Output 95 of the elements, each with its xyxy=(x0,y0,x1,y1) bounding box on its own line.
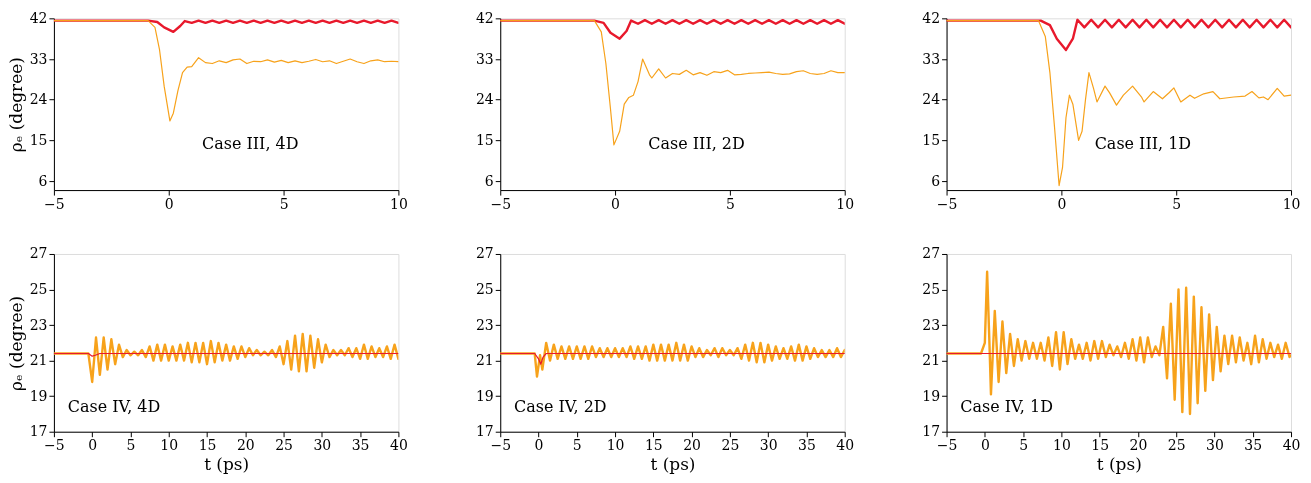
y-tick-label: 6 xyxy=(931,172,941,189)
y-tick-label: 27 xyxy=(29,245,48,262)
x-tick-label: 0 xyxy=(980,437,990,454)
x-tick-label: −5 xyxy=(936,437,958,454)
x-tick-label: 5 xyxy=(725,195,735,212)
line-series xyxy=(53,19,399,34)
y-tick-label: 25 xyxy=(475,281,494,298)
line-series xyxy=(946,19,1292,187)
x-tick-label: 0 xyxy=(1057,195,1067,212)
line-series xyxy=(500,352,845,365)
x-tick-label: 10 xyxy=(836,195,855,212)
y-axis-title: ρₑ (degree) xyxy=(5,57,26,153)
y-tick-label: 24 xyxy=(475,91,494,108)
annotation: Case IV, 2D xyxy=(514,396,607,416)
x-tick-label: 5 xyxy=(126,437,136,454)
x-tick-label: −5 xyxy=(490,195,512,212)
x-tick-label: 0 xyxy=(534,437,544,454)
x-tick-label: 15 xyxy=(1091,437,1110,454)
x-tick-label: 15 xyxy=(198,437,217,454)
x-axis-title: t (ps) xyxy=(1096,454,1142,475)
y-tick-label: 33 xyxy=(29,50,48,67)
y-tick-label: 24 xyxy=(29,91,48,108)
annotation: Case III, 2D xyxy=(648,133,745,153)
line-series xyxy=(946,18,1292,52)
x-tick-label: 5 xyxy=(572,437,582,454)
y-tick-label: 33 xyxy=(922,50,941,67)
y-tick-label: 25 xyxy=(29,281,48,298)
line-series xyxy=(53,19,399,122)
y-tick-label: 27 xyxy=(922,245,941,262)
y-tick-label: 17 xyxy=(475,423,494,440)
x-tick-label: 20 xyxy=(236,437,255,454)
x-tick-label: 10 xyxy=(1282,195,1301,212)
y-tick-label: 6 xyxy=(484,172,494,189)
y-tick-label: 42 xyxy=(475,9,494,26)
line-series xyxy=(500,341,845,378)
x-tick-label: 10 xyxy=(606,437,625,454)
y-tick-label: 15 xyxy=(475,131,494,148)
y-axis-title: ρₑ (degree) xyxy=(5,295,26,391)
x-tick-label: 20 xyxy=(683,437,701,454)
x-tick-label: 10 xyxy=(1052,437,1071,454)
y-tick-label: 42 xyxy=(29,9,48,26)
x-tick-label: 15 xyxy=(644,437,663,454)
x-tick-label: 40 xyxy=(836,437,855,454)
x-tick-label: 30 xyxy=(759,437,778,454)
y-tick-label: 21 xyxy=(29,352,48,369)
annotation: Case IV, 1D xyxy=(960,396,1053,416)
y-tick-label: 17 xyxy=(922,423,941,440)
y-tick-label: 15 xyxy=(922,131,941,148)
x-tick-label: 0 xyxy=(88,437,98,454)
x-tick-label: 40 xyxy=(1282,437,1301,454)
x-tick-label: 20 xyxy=(1129,437,1148,454)
x-tick-label: 10 xyxy=(390,195,408,212)
y-tick-label: 19 xyxy=(29,387,48,404)
x-tick-label: 5 xyxy=(1019,437,1029,454)
x-tick-label: 0 xyxy=(164,195,174,212)
y-tick-label: 21 xyxy=(922,352,941,369)
y-tick-label: 24 xyxy=(922,91,941,108)
x-tick-label: 25 xyxy=(275,437,293,454)
line-series xyxy=(946,270,1292,416)
y-tick-label: 33 xyxy=(475,50,494,67)
x-tick-label: 30 xyxy=(313,437,332,454)
x-tick-label: 5 xyxy=(1172,195,1182,212)
line-series xyxy=(500,18,845,40)
y-tick-label: 6 xyxy=(38,172,48,189)
x-tick-label: 35 xyxy=(351,437,370,454)
y-tick-label: 23 xyxy=(29,316,48,333)
y-tick-label: 27 xyxy=(475,245,494,262)
y-tick-label: 23 xyxy=(475,316,494,333)
x-tick-label: 40 xyxy=(390,437,408,454)
y-tick-label: 15 xyxy=(29,131,48,148)
y-tick-label: 19 xyxy=(475,387,494,404)
x-tick-label: 0 xyxy=(611,195,621,212)
y-tick-label: 23 xyxy=(922,316,941,333)
x-tick-label: 5 xyxy=(279,195,289,212)
y-tick-label: 42 xyxy=(922,9,941,26)
y-tick-label: 17 xyxy=(29,423,48,440)
annotation: Case III, 4D xyxy=(202,133,299,153)
x-axis-title: t (ps) xyxy=(204,454,250,475)
x-axis-title: t (ps) xyxy=(650,454,696,475)
annotation: Case III, 1D xyxy=(1094,133,1192,153)
annotation: Case IV, 4D xyxy=(67,396,161,416)
x-tick-label: −5 xyxy=(44,437,65,454)
x-tick-label: 35 xyxy=(798,437,816,454)
y-tick-label: 25 xyxy=(922,281,941,298)
x-tick-label: 35 xyxy=(1244,437,1263,454)
x-tick-label: 10 xyxy=(160,437,179,454)
x-tick-label: −5 xyxy=(44,195,65,212)
x-tick-label: −5 xyxy=(936,195,958,212)
x-tick-label: 30 xyxy=(1206,437,1224,454)
x-tick-label: 25 xyxy=(1167,437,1186,454)
line-series xyxy=(53,332,399,384)
y-tick-label: 21 xyxy=(475,352,494,369)
x-tick-label: 25 xyxy=(721,437,740,454)
y-tick-label: 19 xyxy=(922,387,941,404)
x-tick-label: −5 xyxy=(490,437,512,454)
